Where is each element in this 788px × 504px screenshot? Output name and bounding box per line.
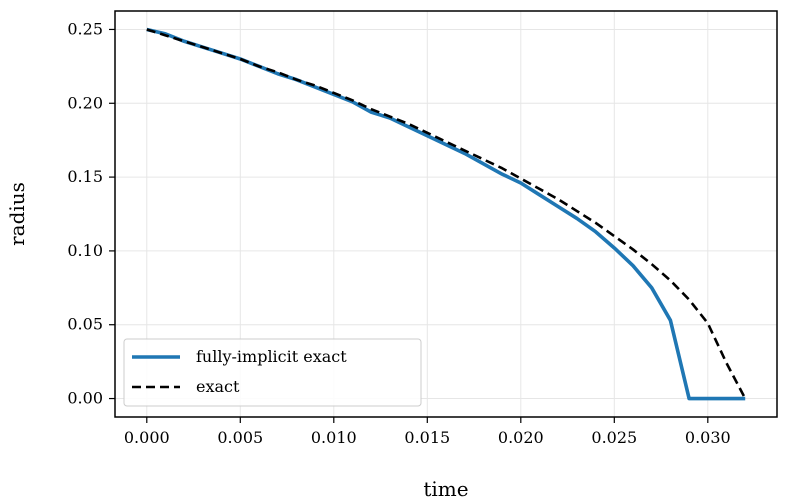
x-tick-label: 0.025	[591, 428, 637, 447]
x-axis-label: time	[423, 477, 468, 501]
x-tick-label: 0.010	[311, 428, 357, 447]
legend-box	[123, 338, 422, 407]
axis-ticks: 0.000 0.005 0.010 0.015 0.020 0.025 0.030 0.00 0…	[67, 19, 730, 447]
y-tick-label: 0.05	[67, 315, 103, 334]
x-tick-label: 0.000	[124, 428, 170, 447]
y-tick-label: 0.00	[67, 389, 103, 408]
legend-label-exact: exact	[196, 377, 240, 396]
x-tick-label: 0.005	[217, 428, 263, 447]
plot-series	[146, 27, 747, 401]
x-tick-label: 0.020	[498, 428, 544, 447]
y-axis-label: radius	[5, 182, 29, 246]
legend: fully-implicit exact exact	[123, 338, 422, 407]
series-line-exact	[146, 28, 747, 400]
y-tick-label: 0.15	[67, 167, 103, 186]
x-tick-label: 0.030	[685, 428, 731, 447]
y-tick-label: 0.25	[67, 19, 103, 38]
x-tick-label: 0.015	[404, 428, 450, 447]
grid-lines	[115, 11, 777, 417]
plot-frame	[114, 10, 778, 418]
y-tick-label: 0.20	[67, 93, 103, 112]
y-tick-label: 0.10	[67, 241, 103, 260]
legend-label-fully-implicit-exact: fully-implicit exact	[196, 347, 347, 366]
